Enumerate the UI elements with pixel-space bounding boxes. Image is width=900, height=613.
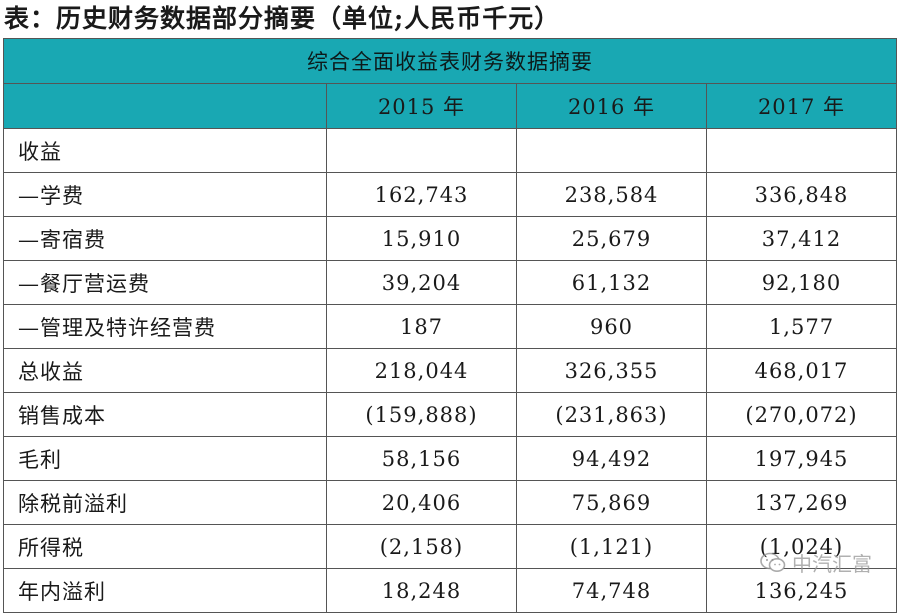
row-label: —学费 [3, 172, 327, 217]
cell-2015: (159,888) [326, 392, 517, 437]
column-header-2016: 2016 年 [516, 83, 707, 129]
cell-2016: 238,584 [516, 172, 707, 217]
financial-summary-table: 综合全面收益表财务数据摘要 2015 年 2016 年 2017 年 收益 —学… [3, 38, 897, 613]
header-blank-cell [3, 83, 327, 129]
cell-2017: 1,577 [706, 304, 897, 349]
cell-2015: 20,406 [326, 480, 517, 525]
table-title-row: 综合全面收益表财务数据摘要 [3, 38, 897, 84]
cell-2017 [706, 128, 897, 173]
table-row: 销售成本 (159,888) (231,863) (270,072) [3, 392, 897, 437]
table-row: —餐厅营运费 39,204 61,132 92,180 [3, 260, 897, 305]
table-caption: 表：历史财务数据部分摘要（单位;人民币千元） [4, 4, 561, 33]
row-label: 销售成本 [3, 392, 327, 437]
cell-2017: (270,072) [706, 392, 897, 437]
table-row: 收益 [3, 128, 897, 173]
row-label: 毛利 [3, 436, 327, 481]
cell-2017: 468,017 [706, 348, 897, 393]
cell-2015 [326, 128, 517, 173]
year-header-row: 2015 年 2016 年 2017 年 [3, 83, 897, 129]
table-row: 除税前溢利 20,406 75,869 137,269 [3, 480, 897, 525]
row-label: —管理及特许经营费 [3, 304, 327, 349]
cell-2015: 187 [326, 304, 517, 349]
cell-2016: (231,863) [516, 392, 707, 437]
table-row: 总收益 218,044 326,355 468,017 [3, 348, 897, 393]
table-row: —学费 162,743 238,584 336,848 [3, 172, 897, 217]
cell-2017: 137,269 [706, 480, 897, 525]
cell-2015: (2,158) [326, 524, 517, 569]
column-header-2015: 2015 年 [326, 83, 517, 129]
row-label: 收益 [3, 128, 327, 173]
row-label: 总收益 [3, 348, 327, 393]
cell-2016: 326,355 [516, 348, 707, 393]
cell-2017: 336,848 [706, 172, 897, 217]
cell-2017: 92,180 [706, 260, 897, 305]
cell-2016 [516, 128, 707, 173]
cell-2016: (1,121) [516, 524, 707, 569]
cell-2015: 58,156 [326, 436, 517, 481]
cell-2016: 25,679 [516, 216, 707, 261]
cell-2016: 960 [516, 304, 707, 349]
row-label: 所得税 [3, 524, 327, 569]
cell-2016: 94,492 [516, 436, 707, 481]
row-label: —寄宿费 [3, 216, 327, 261]
cell-2016: 75,869 [516, 480, 707, 525]
cell-2017: 37,412 [706, 216, 897, 261]
table-row: —管理及特许经营费 187 960 1,577 [3, 304, 897, 349]
watermark: 中汽汇富 [760, 548, 872, 577]
cell-2016: 61,132 [516, 260, 707, 305]
cell-2016: 74,748 [516, 568, 707, 613]
row-label: 除税前溢利 [3, 480, 327, 525]
cell-2015: 39,204 [326, 260, 517, 305]
row-label: 年内溢利 [3, 568, 327, 613]
cell-2015: 162,743 [326, 172, 517, 217]
table-title: 综合全面收益表财务数据摘要 [3, 38, 897, 84]
cell-2017: 197,945 [706, 436, 897, 481]
cell-2015: 218,044 [326, 348, 517, 393]
cell-2015: 18,248 [326, 568, 517, 613]
table-row: —寄宿费 15,910 25,679 37,412 [3, 216, 897, 261]
column-header-2017: 2017 年 [706, 83, 897, 129]
wechat-icon [760, 552, 786, 572]
row-label: —餐厅营运费 [3, 260, 327, 305]
table-row: 毛利 58,156 94,492 197,945 [3, 436, 897, 481]
watermark-text: 中汽汇富 [792, 552, 872, 576]
cell-2015: 15,910 [326, 216, 517, 261]
